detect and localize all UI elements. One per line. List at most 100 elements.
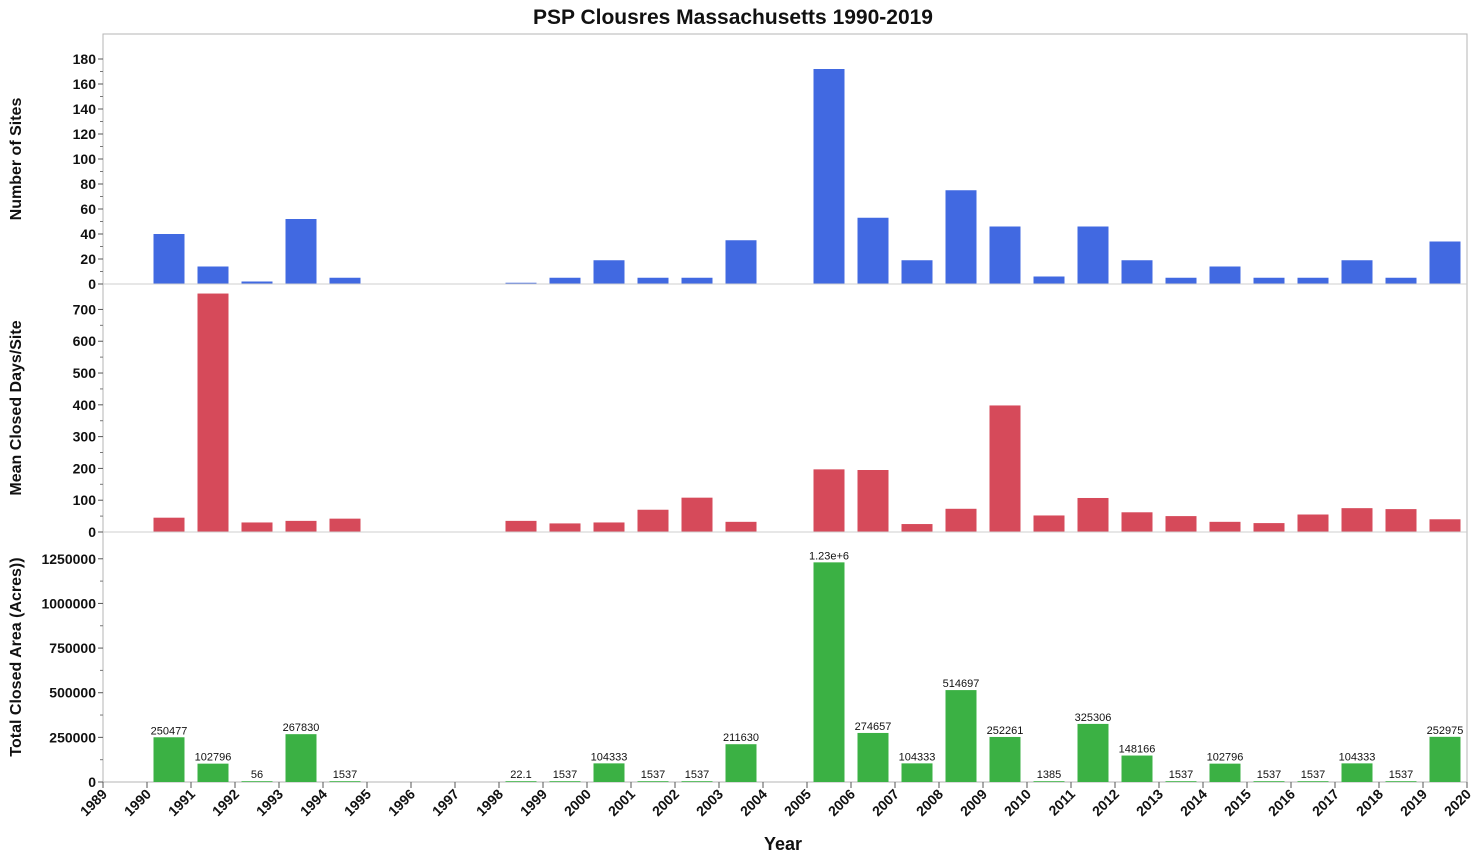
x-tick-label: 2020 [1441,786,1474,819]
data-label-2011: 325306 [1075,712,1112,724]
y-tick-label: 160 [73,76,97,92]
x-tick-label: 1993 [253,786,286,819]
bar-1990 [153,234,185,284]
bar-1990 [153,517,185,532]
bar-1993 [285,734,317,782]
bar-2001 [637,277,669,284]
bar-2016 [1297,277,1329,284]
y-tick-label: 600 [73,333,97,349]
x-tick-label: 2012 [1089,786,1122,819]
data-label-1992: 56 [251,769,263,781]
bar-2006 [857,470,889,532]
bar-1998 [505,520,537,532]
bar-2011 [1077,497,1109,532]
data-label-2014: 102796 [1207,752,1244,764]
x-tick-label: 1991 [165,786,198,819]
x-tick-label: 2001 [605,786,638,819]
data-label-1999: 1537 [553,769,577,781]
bar-1992 [241,281,273,284]
bar-2000 [593,260,625,284]
y-tick-label: 500 [73,365,97,381]
bar-1992 [241,522,273,532]
bar-2003 [725,521,757,532]
data-label-1998: 22.1 [510,769,531,781]
data-label-2007: 104333 [899,751,936,763]
x-tick-label: 2013 [1133,786,1166,819]
bar-1991 [197,293,229,532]
x-tick-label: 2018 [1353,786,1386,819]
panel-1: 0 20 40 60 80 100 120 140 160 180 Number of Sites [8,51,1461,292]
bar-2007 [901,260,933,284]
bar-1993 [285,520,317,532]
x-tick-label: 2015 [1221,786,1254,819]
bar-2002 [681,497,713,532]
data-label-2010: 1385 [1037,769,1061,781]
y-tick-label: 20 [80,251,96,267]
y-tick-label: 100 [73,151,97,167]
bar-2002 [681,277,713,284]
y-tick-label: 200 [73,460,97,476]
y-tick-label: 180 [73,51,97,67]
y-tick-label: 140 [73,101,97,117]
x-tick-label: 2010 [1001,786,1034,819]
x-tick-label: 2007 [869,786,902,819]
bar-2017 [1341,508,1373,532]
data-label-2019: 252975 [1427,725,1464,737]
bar-2005 [813,562,845,782]
y-tick-label: 1000000 [41,595,96,611]
bar-2010 [1033,276,1065,284]
x-tick-label: 2003 [693,786,726,819]
x-tick-label: 1999 [517,786,550,819]
plot-border [102,33,1468,783]
y-tick-label: 100 [73,492,97,508]
x-tick-label: 2006 [825,786,858,819]
bar-2019 [1429,736,1461,782]
x-tick-label: 2019 [1397,786,1430,819]
bar-1999 [549,523,581,532]
x-tick-label: 2014 [1177,786,1210,819]
bar-2012 [1121,260,1153,284]
x-tick-label: 1992 [209,786,242,819]
bar-2013 [1165,277,1197,284]
bar-2007 [901,763,933,782]
bar-2012 [1121,755,1153,782]
bar-1999 [549,277,581,284]
y-tick-label: 0 [88,524,96,540]
y-tick-label: 400 [73,397,97,413]
x-tick-label: 2004 [737,786,770,819]
x-tick-label: 2011 [1045,786,1078,819]
data-label-2009: 252261 [987,725,1024,737]
x-axis-label: Year [764,834,802,854]
bar-2000 [593,522,625,532]
bar-1998 [505,781,537,782]
bar-2013 [1165,516,1197,532]
data-label-1990: 250477 [151,725,188,737]
bar-2006 [857,732,889,782]
x-axis: 1989 1990 1991 1992 1993 1994 1995 1996 1997 1998… [77,782,1474,819]
bar-2015 [1253,277,1285,284]
x-tick-label: 1994 [297,786,330,819]
x-tick-label: 1997 [429,786,462,819]
bar-2010 [1033,781,1065,782]
bar-2017 [1341,763,1373,782]
bar-1992 [241,781,273,782]
data-label-2006: 274657 [855,721,892,733]
bar-2018 [1385,781,1417,782]
bar-2001 [637,509,669,532]
y-tick-label: 700 [73,301,97,317]
bar-2012 [1121,512,1153,532]
bar-2019 [1429,241,1461,284]
x-tick-label: 2000 [561,786,594,819]
bar-2008 [945,190,977,284]
panel-3: 0 250000 500000 750000 1000000 1250000 Total C… [8,531,1467,790]
x-tick-label: 2009 [957,786,990,819]
bar-1991 [197,763,229,782]
bar-2003 [725,744,757,782]
bar-2002 [681,781,713,782]
data-label-2017: 104333 [1339,751,1376,763]
bar-1993 [285,219,317,284]
x-tick-label: 1990 [121,786,154,819]
bar-2009 [989,226,1021,284]
y-axis-label: Mean Closed Days/Site [8,320,25,495]
